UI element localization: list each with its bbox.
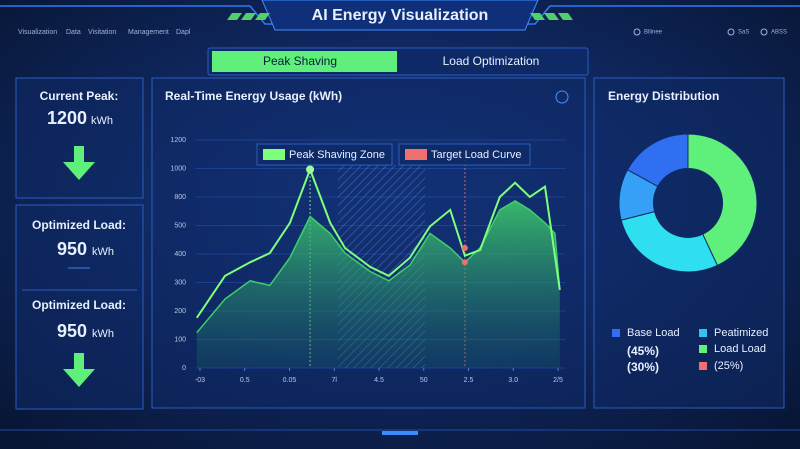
down-arrow [63, 353, 95, 387]
app-title: AI Energy Visualization [312, 7, 489, 24]
donut: Base Load Peatimized Load Load (25%) (45%) (3… [612, 133, 768, 374]
legend-label: Peatimized [714, 327, 768, 339]
marker [461, 259, 468, 266]
donut-slice [687, 133, 758, 267]
status-text: Bllinee [644, 30, 663, 36]
x-tick-label: 2.5 [464, 377, 474, 384]
legend-swatch [699, 345, 707, 353]
legend-swatch [263, 149, 285, 160]
nav-item[interactable]: Visualization [18, 29, 57, 36]
status-icon[interactable] [727, 28, 735, 36]
legend-label: Load Load [714, 343, 766, 355]
x-tick-label: 0.5 [240, 377, 250, 384]
y-tick-label: 500 [174, 222, 186, 229]
status-icon[interactable] [760, 28, 768, 36]
x-tick-label: 2/5 [553, 377, 563, 384]
y-tick-label: 1200 [170, 137, 186, 144]
legend-note: (45%) [627, 344, 659, 358]
status-icon[interactable] [633, 28, 641, 36]
header-stripes [227, 13, 573, 20]
marker [461, 245, 468, 252]
status-text: SaS [738, 30, 749, 36]
area-line [196, 200, 561, 334]
header-plate [261, 0, 539, 31]
status-text: ABSS [771, 30, 787, 36]
legend-label: Base Load [627, 327, 680, 339]
donut-slice [626, 133, 689, 188]
legend-note: (30%) [627, 360, 659, 374]
chart-title: Energy Distribution [608, 89, 719, 103]
tab[interactable] [212, 51, 397, 72]
legend-swatch [612, 329, 620, 337]
card-value: 950 [57, 321, 87, 341]
x-tick-label: 3.0 [508, 377, 518, 384]
legend-label: Peak Shaving Zone [289, 149, 385, 161]
marker [306, 165, 315, 174]
card-label: Optimized Load: [32, 218, 126, 232]
legend-swatch [405, 149, 427, 160]
card-value: 950 [57, 239, 87, 259]
y-tick-label: 200 [174, 308, 186, 315]
x-tick-label: 50 [420, 377, 428, 384]
nav-item[interactable]: Management [128, 29, 169, 36]
footer-accent [382, 431, 418, 435]
tab-label[interactable]: Load Optimization [443, 54, 540, 68]
nav-item[interactable]: Visitation [88, 29, 116, 36]
area [196, 200, 560, 368]
card-value: 1200 [47, 108, 87, 128]
card-unit: kWh [91, 115, 113, 127]
chart-title: Real-Time Energy Usage (kWh) [165, 89, 342, 103]
nav-item[interactable]: Data [66, 29, 81, 36]
card-label: Optimized Load: [32, 298, 126, 312]
y-tick-label: 1000 [170, 165, 186, 172]
line [195, 166, 561, 319]
x-tick-label: 4.5 [374, 377, 384, 384]
plot: 0 100 200 300 400 500 800 1000 1200 -03 0.5 0.05 7l 4… [170, 137, 566, 384]
y-tick-label: 0 [182, 365, 186, 372]
refresh-button[interactable] [555, 90, 569, 104]
y-tick-label: 400 [174, 251, 186, 258]
legend-label: (25%) [714, 360, 743, 372]
donut-slice [620, 210, 719, 273]
card-label: Current Peak: [40, 89, 119, 103]
y-tick-label: 800 [174, 194, 186, 201]
card-unit: kWh [92, 246, 114, 258]
y-tick-label: 300 [174, 279, 186, 286]
legend-swatch [699, 362, 707, 370]
nav-item[interactable]: Dapl [176, 29, 191, 36]
card-unit: kWh [92, 328, 114, 340]
x-tick-label: -03 [195, 377, 205, 384]
tab-label[interactable]: Peak Shaving [263, 54, 337, 68]
legend-label: Target Load Curve [431, 149, 522, 161]
down-arrow [63, 146, 95, 180]
legend-box [256, 143, 393, 166]
y-tick-label: 100 [174, 336, 186, 343]
legend-swatch [699, 329, 707, 337]
tab[interactable] [397, 51, 585, 72]
legend-box [398, 143, 531, 166]
x-tick-label: 7l [332, 377, 338, 384]
x-tick-label: 0.05 [283, 377, 297, 384]
